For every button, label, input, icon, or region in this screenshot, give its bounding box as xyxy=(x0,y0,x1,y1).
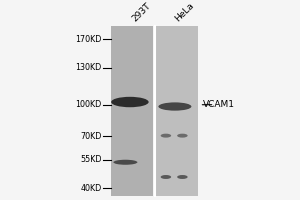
FancyBboxPatch shape xyxy=(156,26,198,196)
Text: 100KD: 100KD xyxy=(75,100,101,109)
Text: 170KD: 170KD xyxy=(75,35,101,44)
Text: VCAM1: VCAM1 xyxy=(202,100,235,109)
Ellipse shape xyxy=(111,97,149,107)
Ellipse shape xyxy=(161,134,171,138)
Ellipse shape xyxy=(161,175,171,179)
Text: 40KD: 40KD xyxy=(80,184,101,193)
FancyBboxPatch shape xyxy=(111,26,153,196)
Text: 70KD: 70KD xyxy=(80,132,101,141)
Text: HeLa: HeLa xyxy=(174,0,196,23)
Text: 293T: 293T xyxy=(130,1,152,23)
Ellipse shape xyxy=(177,134,188,138)
Text: 130KD: 130KD xyxy=(75,63,101,72)
Ellipse shape xyxy=(113,160,137,165)
Ellipse shape xyxy=(158,102,191,111)
Text: 55KD: 55KD xyxy=(80,155,101,164)
Ellipse shape xyxy=(177,175,188,179)
